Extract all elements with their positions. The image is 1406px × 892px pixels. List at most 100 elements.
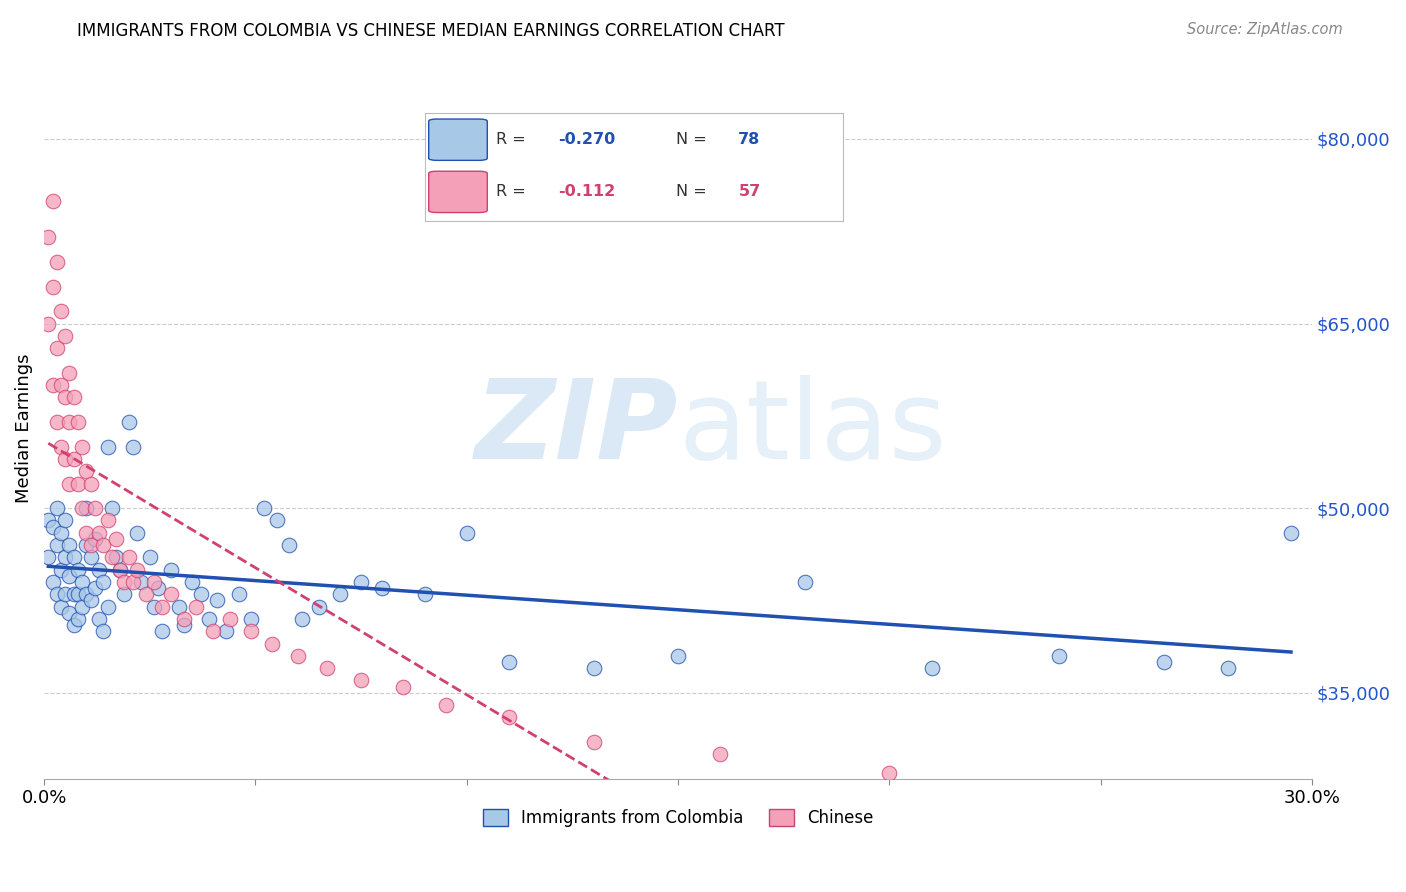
Point (287, 648, 309, 663)
Point (53, 452, 76, 467)
Point (1153, 655, 1175, 669)
Point (329, 587, 352, 601)
Point (108, 563, 131, 577)
Point (160, 587, 183, 601)
Point (1279, 525, 1302, 540)
Point (45, 255, 67, 269)
Point (160, 563, 183, 577)
Point (53, 391, 76, 405)
Point (75, 464, 97, 478)
Point (131, 574, 153, 589)
Point (202, 624, 225, 639)
Point (53, 329, 76, 343)
Point (278, 538, 301, 552)
Point (879, 765, 901, 780)
Point (79, 476, 101, 491)
Point (45, 587, 67, 601)
Point (66, 587, 89, 601)
Point (87, 612, 110, 626)
Point (41, 279, 63, 293)
Point (350, 574, 373, 589)
Point (37, 230, 59, 244)
Point (219, 612, 242, 626)
Point (122, 440, 145, 454)
Point (152, 624, 174, 639)
Point (96, 513, 118, 527)
Point (215, 624, 238, 639)
Point (117, 550, 139, 565)
Point (112, 587, 135, 601)
Point (58, 366, 80, 380)
Point (62, 391, 84, 405)
Point (173, 612, 195, 626)
Point (148, 581, 170, 595)
Point (709, 747, 731, 762)
Point (62, 618, 84, 632)
Point (921, 661, 943, 675)
Point (45, 415, 67, 429)
Point (75, 501, 97, 516)
Point (37, 550, 59, 565)
Point (58, 476, 80, 491)
Point (49, 525, 72, 540)
Point (87, 525, 110, 540)
Point (152, 599, 174, 614)
Point (308, 599, 330, 614)
Point (100, 550, 122, 565)
Point (75, 587, 97, 601)
Legend: Immigrants from Colombia, Chinese: Immigrants from Colombia, Chinese (477, 802, 880, 834)
Point (41, 194, 63, 208)
Point (186, 599, 208, 614)
Point (83, 532, 105, 546)
Point (53, 550, 76, 565)
Point (53, 513, 76, 527)
Point (456, 525, 478, 540)
Point (75, 538, 97, 552)
Point (1047, 648, 1070, 663)
Point (49, 304, 72, 318)
Point (173, 618, 195, 632)
Point (75, 525, 97, 540)
Point (91, 574, 114, 589)
Point (37, 513, 59, 527)
Text: atlas: atlas (678, 375, 946, 482)
Point (79, 550, 101, 565)
Point (143, 599, 166, 614)
Point (58, 606, 80, 620)
Text: ZIP: ZIP (475, 375, 678, 482)
Point (181, 574, 204, 589)
Point (793, 574, 815, 589)
Text: Source: ZipAtlas.com: Source: ZipAtlas.com (1187, 22, 1343, 37)
Point (316, 661, 339, 675)
Point (62, 550, 84, 565)
Point (240, 612, 263, 626)
Point (262, 636, 284, 650)
Point (240, 624, 263, 639)
Point (87, 563, 110, 577)
Point (66, 563, 89, 577)
Point (58, 569, 80, 583)
Point (83, 581, 105, 595)
Point (392, 680, 415, 694)
Point (266, 513, 288, 527)
Point (91, 538, 114, 552)
Point (291, 612, 314, 626)
Point (41, 574, 63, 589)
Text: IMMIGRANTS FROM COLOMBIA VS CHINESE MEDIAN EARNINGS CORRELATION CHART: IMMIGRANTS FROM COLOMBIA VS CHINESE MEDI… (77, 22, 785, 40)
Point (108, 563, 131, 577)
Point (70, 501, 93, 516)
Point (198, 612, 221, 626)
Point (70, 599, 93, 614)
Point (91, 624, 114, 639)
Point (253, 501, 276, 516)
Point (350, 673, 373, 688)
Point (58, 415, 80, 429)
Point (83, 501, 105, 516)
Point (498, 710, 520, 724)
Point (96, 599, 118, 614)
Point (127, 525, 149, 540)
Y-axis label: Median Earnings: Median Earnings (15, 353, 32, 503)
Point (70, 440, 93, 454)
Point (96, 440, 118, 454)
Point (79, 593, 101, 607)
